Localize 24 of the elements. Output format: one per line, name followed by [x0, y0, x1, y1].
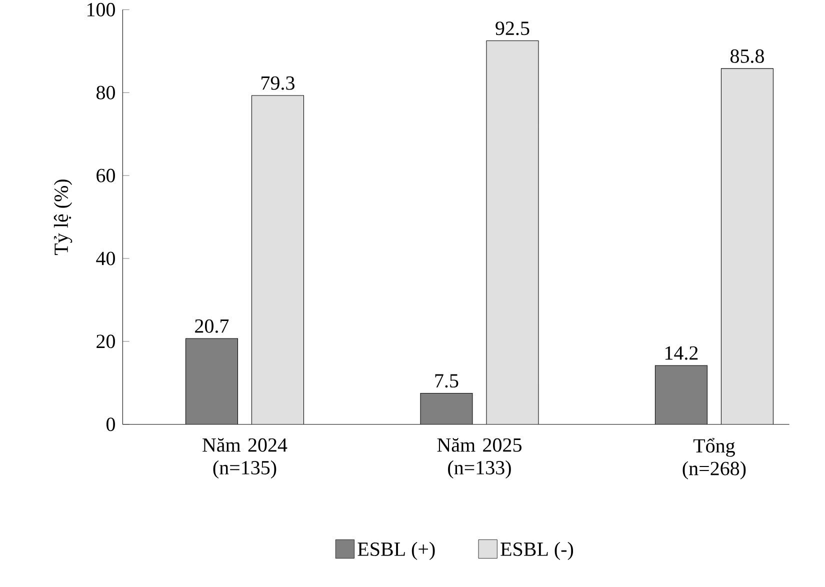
- x-tick-label: Năm 2025 (n=133): [437, 438, 522, 479]
- data-label: 92.5: [496, 22, 530, 36]
- data-label: 79.3: [262, 76, 294, 90]
- y-tick-label: 20: [96, 334, 115, 348]
- y-tick-label: 40: [96, 252, 115, 266]
- bar: [654, 365, 708, 424]
- y-tick-label: 0: [106, 418, 115, 432]
- bar: [185, 338, 238, 424]
- data-label: 7.5: [435, 374, 458, 388]
- data-label: 20.7: [195, 319, 229, 333]
- data-label: 85.8: [730, 49, 764, 63]
- y-tick-label: 80: [96, 86, 115, 100]
- data-label: 14.2: [665, 346, 698, 360]
- y-axis-title: Tỷ lệ (%): [54, 180, 72, 255]
- bar: [720, 68, 774, 424]
- legend-label: ESBL (+): [358, 542, 435, 560]
- x-tick-label: Tổng (n=268): [682, 438, 746, 480]
- x-tick-label: Năm 2024 (n=135): [202, 438, 288, 479]
- bar: [252, 96, 304, 424]
- bar: [420, 392, 473, 424]
- legend-label: ESBL (-): [500, 542, 574, 560]
- y-tick-label: 100: [87, 2, 115, 16]
- y-tick-label: 60: [96, 168, 115, 182]
- bar: [486, 40, 538, 424]
